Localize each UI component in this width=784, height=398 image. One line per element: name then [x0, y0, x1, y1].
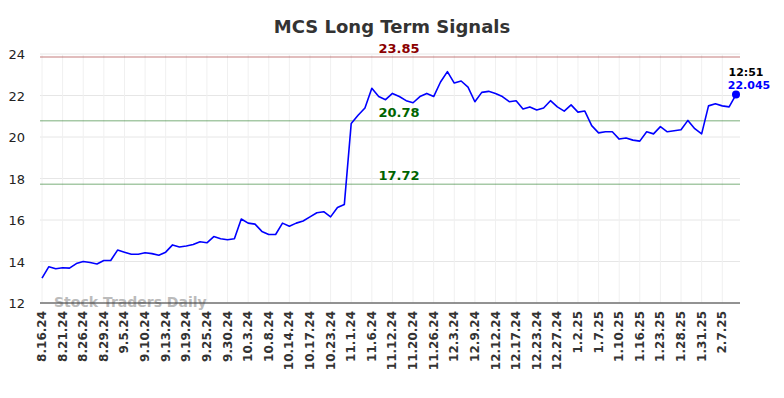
x-tick-label: 12.3.24 — [447, 311, 461, 362]
x-tick-label: 1.23.25 — [653, 311, 667, 362]
chart: MCS Long Term Signals 12 14 16 18 20 22 24 8.16.… — [0, 0, 784, 398]
reference-line — [40, 56, 740, 58]
grid-line — [268, 54, 269, 303]
grid-line — [330, 54, 331, 303]
grid-line — [309, 54, 310, 303]
grid-line — [536, 54, 537, 303]
grid-line — [639, 54, 640, 303]
x-tick-label: 12.9.24 — [468, 311, 482, 362]
y-tick-label: 18 — [8, 172, 25, 187]
title: MCS Long Term Signals — [274, 16, 510, 37]
plot-area — [42, 72, 740, 278]
x-tick-label: 10.14.24 — [282, 311, 296, 370]
grid-line — [42, 54, 43, 303]
x-axis — [40, 303, 740, 304]
time-label: 12:51 — [728, 66, 763, 79]
reference-label: 23.85 — [378, 41, 419, 56]
grid-line — [433, 54, 434, 303]
grid-line — [681, 54, 682, 303]
x-tick-label: 9.10.24 — [138, 311, 152, 362]
x-tick-label: 10.8.24 — [262, 311, 276, 362]
x-tick-label: 8.29.24 — [97, 311, 111, 362]
grid-line — [145, 54, 146, 303]
x-tick-label: 11.6.24 — [365, 311, 379, 362]
grid-line — [40, 303, 740, 304]
x-tick-label: 11.12.24 — [385, 311, 399, 370]
grid-line — [454, 54, 455, 303]
grid-line — [62, 54, 63, 303]
x-tick-label: 9.13.24 — [159, 311, 173, 362]
grid-line — [206, 54, 207, 303]
x-tick-label: 9.5.24 — [117, 311, 131, 354]
y-tick-label: 14 — [8, 255, 25, 270]
x-tick-label: 12.23.24 — [530, 311, 544, 370]
x-tick-label: 9.19.24 — [179, 311, 193, 362]
grid-line — [722, 54, 723, 303]
price-line — [42, 72, 736, 278]
grid-line — [289, 54, 290, 303]
x-tick-label: 8.21.24 — [56, 311, 70, 362]
grid-line — [619, 54, 620, 303]
reference-label: 20.78 — [378, 105, 419, 120]
x-tick-label: 9.25.24 — [200, 311, 214, 362]
grid-line — [124, 54, 125, 303]
y-tick-label: 12 — [8, 296, 25, 311]
x-tick-label: 8.16.24 — [35, 311, 49, 362]
grid-line — [83, 54, 84, 303]
x-tick-label: 12.17.24 — [509, 311, 523, 370]
x-tick-label: 9.30.24 — [221, 311, 235, 362]
grid-line — [474, 54, 475, 303]
grid-line — [598, 54, 599, 303]
grid-line — [248, 54, 249, 303]
x-tick-label: 1.16.25 — [633, 311, 647, 362]
grid-line — [227, 54, 228, 303]
x-tick-label: 1.28.25 — [674, 311, 688, 362]
x-tick-label: 1.7.25 — [592, 311, 606, 354]
x-tick-label: 8.26.24 — [76, 311, 90, 362]
x-tick-label: 10.3.24 — [241, 311, 255, 362]
watermark: Stock Traders Daily — [54, 294, 207, 310]
x-tick-label: 10.17.24 — [303, 311, 317, 370]
y-tick-label: 20 — [8, 130, 25, 145]
y-tick-label: 22 — [8, 89, 25, 104]
x-tick-label: 11.20.24 — [406, 311, 420, 370]
grid-line — [351, 54, 352, 303]
x-tick-label: 11.26.24 — [427, 311, 441, 370]
x-tick-label: 11.1.24 — [344, 311, 358, 362]
x-tick-label: 1.2.25 — [571, 311, 585, 354]
grid-line — [165, 54, 166, 303]
x-tick-label: 12.12.24 — [489, 311, 503, 370]
grid-line — [557, 54, 558, 303]
y-tick-label: 24 — [8, 47, 25, 62]
reference-label: 17.72 — [378, 168, 419, 183]
x-tick-label: 1.31.25 — [695, 311, 709, 362]
grid-line — [103, 54, 104, 303]
x-tick-label: 10.23.24 — [324, 311, 338, 370]
reference-line — [40, 120, 740, 122]
x-tick-label: 12.27.24 — [550, 311, 564, 370]
grid-line — [660, 54, 661, 303]
grid-line — [186, 54, 187, 303]
grid-line — [577, 54, 578, 303]
x-tick-label: 2.7.25 — [715, 311, 729, 354]
last-value-label: 22.045 — [728, 79, 770, 92]
reference-line — [40, 184, 740, 186]
grid-line — [701, 54, 702, 303]
y-tick-label: 16 — [8, 213, 25, 228]
x-tick-label: 1.10.25 — [612, 311, 626, 362]
grid-line — [495, 54, 496, 303]
grid-line — [516, 54, 517, 303]
